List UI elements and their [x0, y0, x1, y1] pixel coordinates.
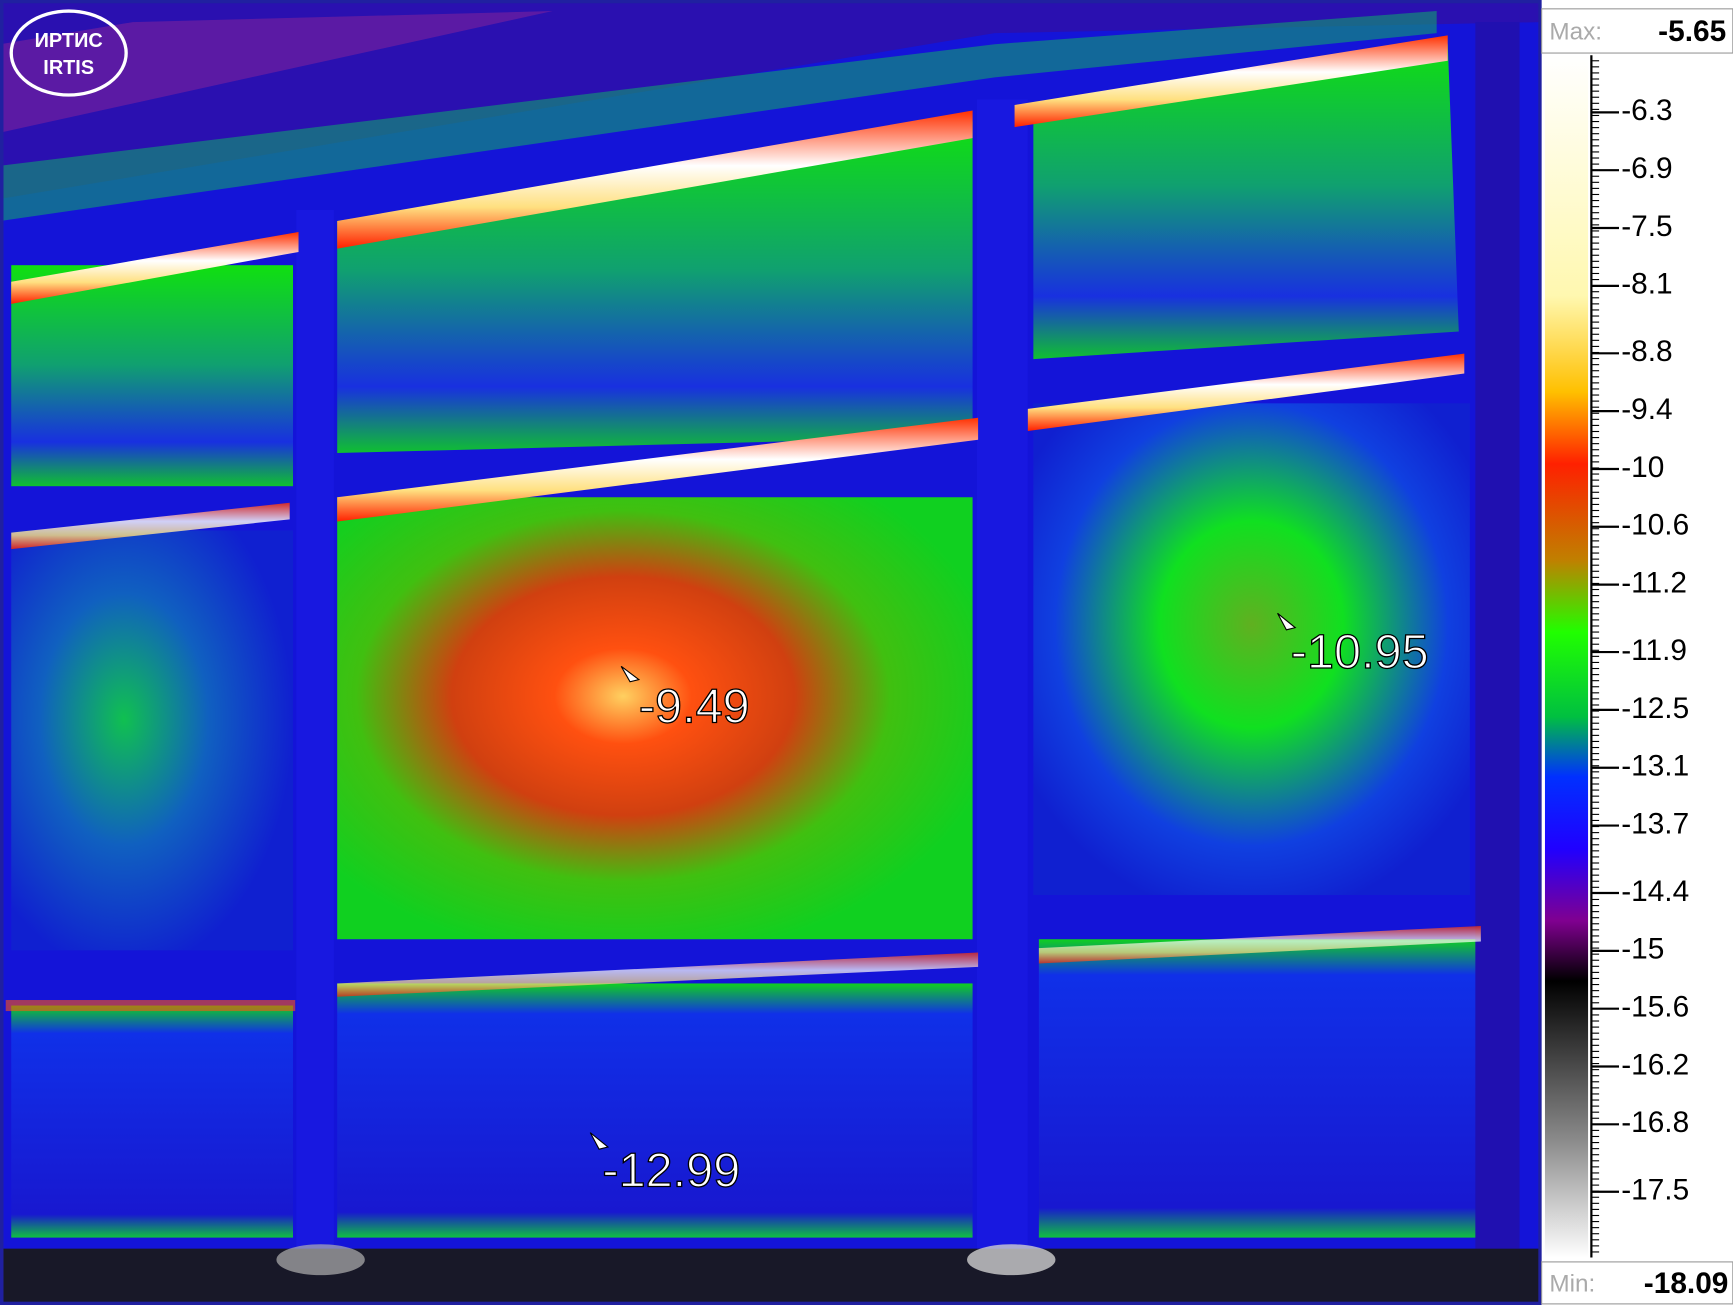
logo-bottom: IRTIS [43, 57, 94, 79]
tick-label: -7.5 [1621, 210, 1672, 243]
tick-label: -14.4 [1621, 875, 1689, 908]
tick-label: -12.5 [1621, 692, 1689, 725]
tick-label: -16.8 [1621, 1106, 1689, 1139]
tick-label: -13.1 [1621, 750, 1689, 783]
tick-label: -10.6 [1621, 509, 1689, 542]
spot-reading: -10.95 [1291, 625, 1429, 679]
tick-label: -6.3 [1621, 94, 1672, 127]
tick-label: -16.2 [1621, 1048, 1689, 1081]
tick-label: -8.1 [1621, 268, 1672, 301]
tick-label: -17.5 [1621, 1174, 1689, 1207]
tick-label: -13.7 [1621, 807, 1689, 840]
tick-label: -15 [1621, 933, 1664, 966]
max-label: Max: [1549, 19, 1602, 46]
tick-label: -15.6 [1621, 991, 1689, 1024]
tick-label: -6.9 [1621, 152, 1672, 185]
color-scale: Max: -5.65 Min: -18.09 -6.3 -6.9 -7.5 -8.1 -… [1541, 0, 1733, 1305]
tick-label: -8.8 [1621, 335, 1672, 368]
tick-label: -11.2 [1621, 566, 1687, 599]
logo-top: ИРТИС [35, 30, 103, 52]
logo: ИРТИС IRTIS [9, 9, 128, 97]
spot-reading: -12.99 [602, 1143, 740, 1197]
spot-reading: -9.49 [639, 679, 750, 733]
tick-label: -10 [1621, 451, 1664, 484]
max-value: -5.65 [1658, 15, 1726, 48]
tick-label: -9.4 [1621, 393, 1672, 426]
thermal-image [0, 0, 1545, 1305]
tick-label: -11.9 [1621, 634, 1687, 667]
min-value: -18.09 [1644, 1267, 1729, 1300]
spot-markers: -9.49 -10.95 -12.99 [589, 612, 1429, 1198]
min-label: Min: [1549, 1271, 1595, 1298]
